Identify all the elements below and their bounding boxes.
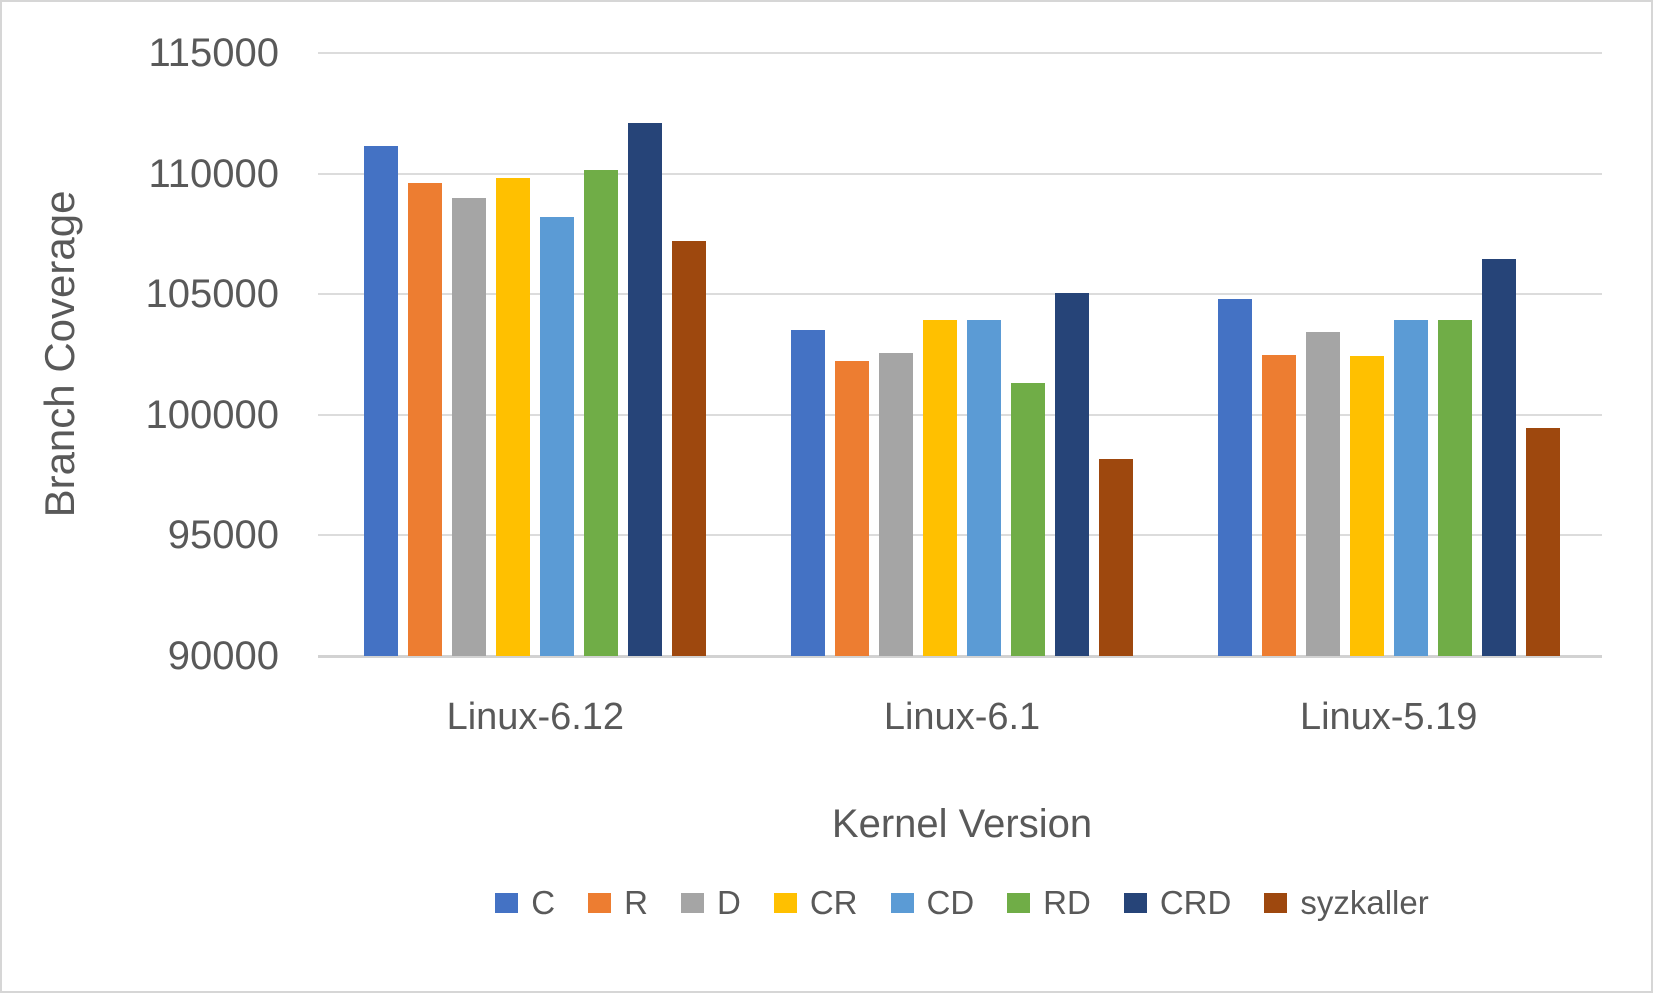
legend-item-CRD: CRD — [1123, 884, 1232, 922]
legend: C R D CR CD RD CRD syzkaller — [322, 884, 1602, 922]
legend-item-C: C — [495, 884, 555, 922]
legend-swatch-icon — [1007, 893, 1031, 913]
y-tick-label-100000: 100000 — [145, 392, 279, 437]
bar-CRD-Linux-5.19 — [1481, 259, 1516, 656]
bar-C-Linux-5.19 — [1217, 299, 1252, 656]
legend-swatch-icon — [680, 893, 704, 913]
plot-area — [318, 52, 1602, 658]
legend-label-RD: RD — [1043, 884, 1091, 921]
legend-label-R: R — [624, 884, 648, 921]
gridline-105000 — [318, 293, 1602, 296]
x-axis-title: Kernel Version — [831, 802, 1093, 846]
bar-C-Linux-6.12 — [364, 145, 399, 656]
legend-label-CRD: CRD — [1159, 884, 1232, 921]
bar-syzkaller-Linux-5.19 — [1525, 428, 1560, 656]
bar-D-Linux-6.12 — [452, 197, 487, 656]
bar-CD-Linux-5.19 — [1393, 319, 1428, 656]
bar-group-Linux-5.19 — [1175, 53, 1602, 656]
bar-R-Linux-6.1 — [835, 360, 869, 656]
bar-CR-Linux-6.12 — [496, 178, 531, 656]
bar-C-Linux-6.1 — [791, 330, 825, 656]
y-axis: 90000 95000 100000 105000 110000 115000 — [2, 2, 279, 991]
x-axis: Linux-6.12 Linux-6.1 Linux-5.19 — [322, 696, 1602, 744]
bar-syzkaller-Linux-6.1 — [1099, 459, 1133, 656]
legend-item-D: D — [680, 884, 741, 922]
legend-item-CR: CR — [773, 884, 858, 922]
x-category-label-Linux-6.1: Linux-6.1 — [883, 696, 1041, 738]
y-tick-label-115000: 115000 — [148, 31, 279, 75]
bar-RD-Linux-6.12 — [584, 170, 619, 656]
legend-swatch-icon — [588, 893, 612, 913]
bar-CRD-Linux-6.1 — [1055, 293, 1089, 656]
legend-label-CD: CD — [926, 884, 975, 921]
bar-syzkaller-Linux-6.12 — [672, 241, 707, 656]
legend-label-C: C — [531, 884, 556, 921]
gridline-100000 — [318, 413, 1602, 416]
bar-CR-Linux-5.19 — [1349, 355, 1384, 656]
bar-groups — [322, 53, 1602, 656]
x-category-label-Linux-6.12: Linux-6.12 — [446, 696, 625, 738]
y-tick-label-95000: 95000 — [167, 513, 279, 558]
legend-swatch-icon — [1123, 893, 1147, 913]
gridline-95000 — [318, 534, 1602, 537]
bar-RD-Linux-5.19 — [1437, 319, 1472, 656]
x-category-label-Linux-5.19: Linux-5.19 — [1299, 696, 1478, 738]
legend-swatch-icon — [773, 893, 797, 913]
legend-item-R: R — [588, 884, 648, 922]
legend-swatch-icon — [890, 893, 914, 913]
bar-CRD-Linux-6.12 — [628, 122, 663, 656]
bar-group-Linux-6.1 — [749, 53, 1176, 656]
legend-item-CD: CD — [890, 884, 975, 922]
legend-swatch-icon — [495, 893, 519, 913]
legend-label-CR: CR — [809, 884, 858, 921]
y-tick-label-90000: 90000 — [167, 634, 279, 678]
bar-D-Linux-5.19 — [1305, 331, 1340, 656]
legend-label-D: D — [716, 884, 741, 921]
bar-CD-Linux-6.1 — [967, 319, 1001, 656]
bar-CD-Linux-6.12 — [540, 217, 575, 656]
bar-D-Linux-6.1 — [879, 353, 913, 656]
bar-group-Linux-6.12 — [322, 53, 749, 656]
legend-item-syzkaller: syzkaller — [1264, 884, 1429, 922]
bar-CR-Linux-6.1 — [923, 319, 957, 656]
legend-swatch-icon — [1264, 893, 1288, 913]
y-tick-label-110000: 110000 — [148, 151, 279, 196]
bar-R-Linux-5.19 — [1261, 354, 1296, 656]
gridline-115000 — [318, 52, 1602, 54]
legend-label-syzkaller: syzkaller — [1300, 884, 1429, 921]
bar-R-Linux-6.12 — [408, 183, 443, 656]
bar-RD-Linux-6.1 — [1011, 383, 1045, 656]
x-axis-line — [318, 655, 1602, 658]
y-tick-label-105000: 105000 — [145, 272, 279, 317]
gridline-110000 — [318, 172, 1602, 175]
legend-item-RD: RD — [1007, 884, 1091, 922]
